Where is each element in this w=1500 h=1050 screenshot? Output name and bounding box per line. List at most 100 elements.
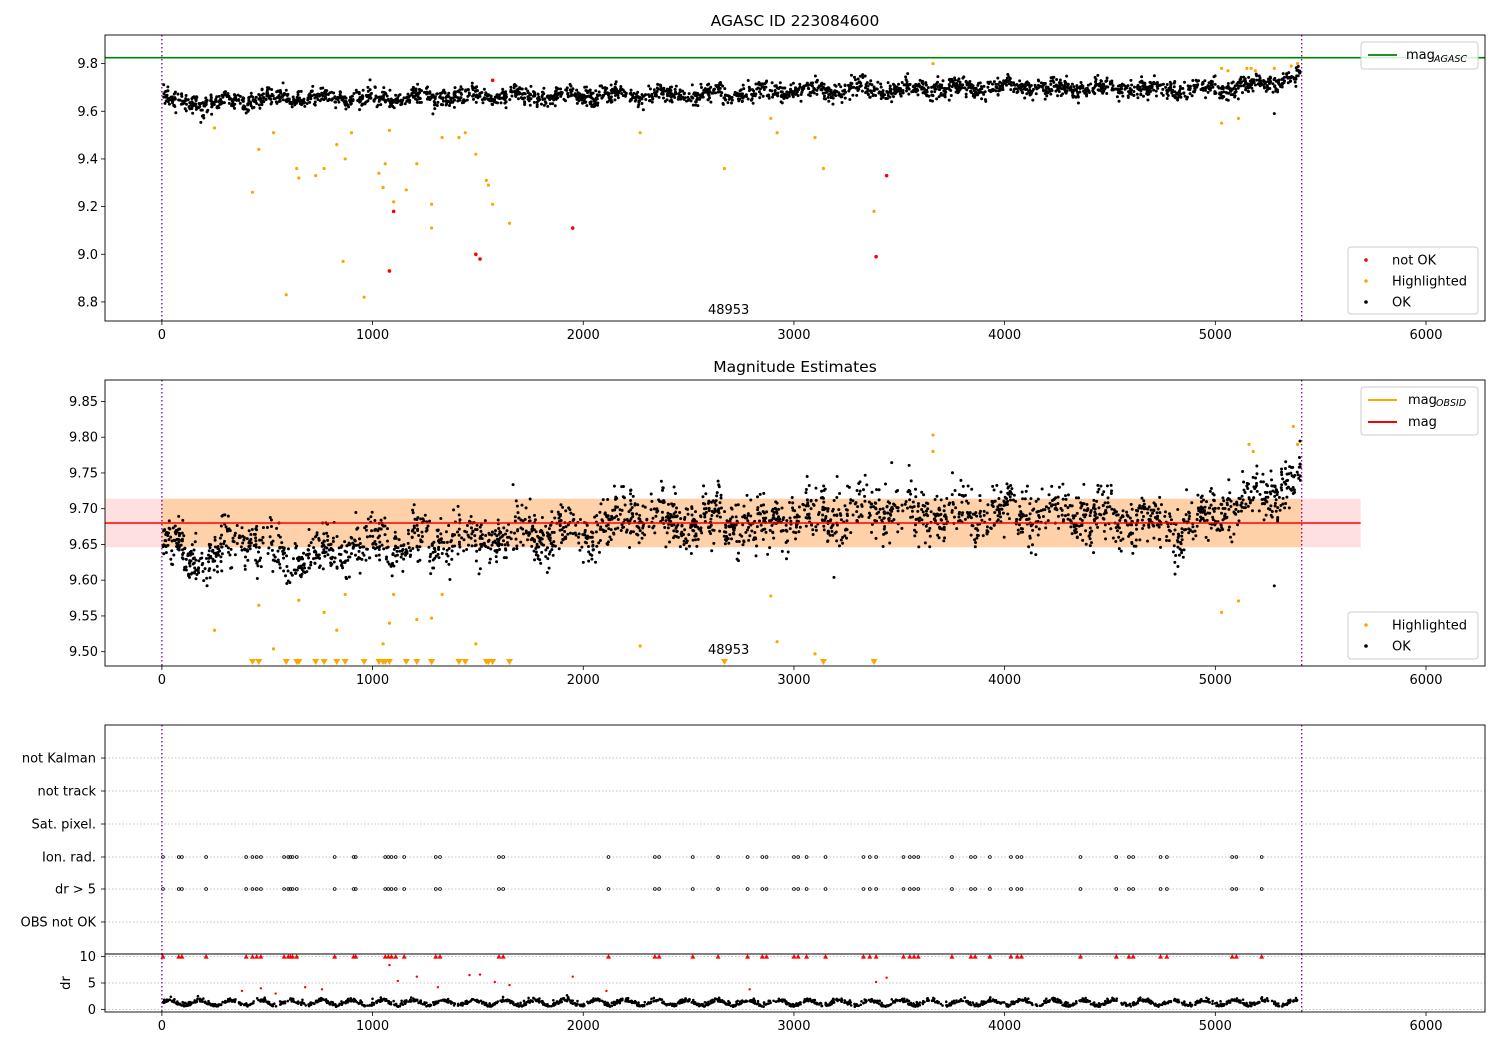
ok-point (300, 567, 304, 571)
ok-point (1025, 92, 1029, 96)
ok-point (1071, 514, 1075, 518)
highlighted-point (212, 126, 217, 130)
ok-point (296, 93, 300, 97)
ok-point (385, 546, 389, 550)
ok-point (1046, 91, 1050, 95)
ok-point (1037, 515, 1041, 519)
ok-point (1216, 85, 1220, 89)
ok-point (1195, 524, 1199, 528)
ok-point (834, 84, 838, 88)
ok-point (285, 554, 289, 558)
ok-point (826, 86, 830, 90)
ok-point (1271, 82, 1275, 86)
ok-point (247, 541, 251, 545)
ok-point (441, 89, 445, 93)
ok-point (396, 546, 400, 550)
ok-point (1104, 79, 1108, 83)
ok-point (480, 98, 484, 102)
ok-point (771, 530, 775, 534)
ok-point (482, 87, 486, 91)
ok-point (797, 88, 801, 92)
ok-point (162, 95, 166, 99)
ok-point (1211, 515, 1215, 519)
ok-point (970, 524, 974, 528)
ok-point (527, 531, 531, 535)
ok-point (474, 95, 478, 99)
ok-point (229, 104, 233, 108)
ok-point (1146, 85, 1150, 89)
ok-point (436, 529, 440, 533)
ok-point (326, 538, 330, 542)
ok-point (1003, 495, 1007, 499)
ok-point (249, 91, 253, 95)
ok-point (614, 88, 618, 92)
ok-point (722, 96, 726, 100)
ok-point (884, 96, 888, 100)
ok-point (585, 104, 589, 108)
ok-point (968, 79, 972, 83)
ok-point (865, 483, 869, 487)
ok-point (418, 101, 422, 105)
ok-point (839, 518, 843, 522)
ok-point (837, 91, 841, 95)
ok-point (315, 531, 319, 535)
ok-point (732, 532, 736, 536)
ok-point (1163, 514, 1167, 518)
ok-point (275, 526, 279, 530)
ok-point (1009, 88, 1013, 92)
ok-point (261, 535, 265, 539)
ok-point (534, 530, 538, 534)
ok-point (970, 487, 974, 491)
ok-point (693, 525, 697, 529)
ok-point (358, 108, 362, 112)
ok-point (182, 534, 186, 538)
ok-point (442, 540, 446, 544)
ok-point (1199, 87, 1203, 91)
ok-point (1029, 84, 1033, 88)
ok-point (458, 545, 462, 549)
ok-point (1071, 93, 1075, 97)
ok-point (544, 555, 548, 559)
ok-point (336, 95, 340, 99)
ok-point (371, 546, 375, 550)
ok-point (1119, 549, 1123, 553)
ok-point (184, 93, 188, 97)
ok-point (213, 545, 217, 549)
ok-point (905, 86, 909, 90)
ok-point (456, 530, 460, 534)
ok-point (293, 103, 297, 107)
ok-point (222, 101, 226, 105)
ok-point (710, 509, 714, 513)
legend-not-ok-label: not OK (1392, 254, 1437, 269)
ok-point (1099, 79, 1103, 83)
ok-point (401, 552, 405, 556)
ok-point (1114, 87, 1118, 91)
ok-point (1242, 480, 1246, 484)
ok-point (619, 89, 623, 93)
ok-point (1031, 528, 1035, 532)
ok-point (1294, 76, 1298, 80)
ok-point (807, 483, 811, 487)
ok-point (523, 92, 527, 96)
ok-point (402, 96, 406, 100)
ok-point (217, 547, 221, 551)
ok-point (389, 97, 393, 101)
ok-point (345, 544, 349, 548)
ok-point (1018, 514, 1022, 518)
ok-point (822, 528, 826, 532)
ok-point (926, 86, 930, 90)
ok-point (912, 84, 916, 88)
ok-point (925, 88, 929, 92)
ok-point (286, 547, 290, 551)
ok-point (1203, 86, 1207, 90)
ok-point (1152, 508, 1156, 512)
ok-point (533, 518, 537, 522)
ok-point (618, 508, 622, 512)
ok-point (708, 525, 712, 529)
ok-point (1132, 85, 1136, 89)
ok-point (921, 80, 925, 84)
ok-point (1137, 506, 1141, 510)
ok-point (516, 87, 520, 91)
ok-point (828, 519, 832, 523)
ok-point (1065, 74, 1069, 78)
